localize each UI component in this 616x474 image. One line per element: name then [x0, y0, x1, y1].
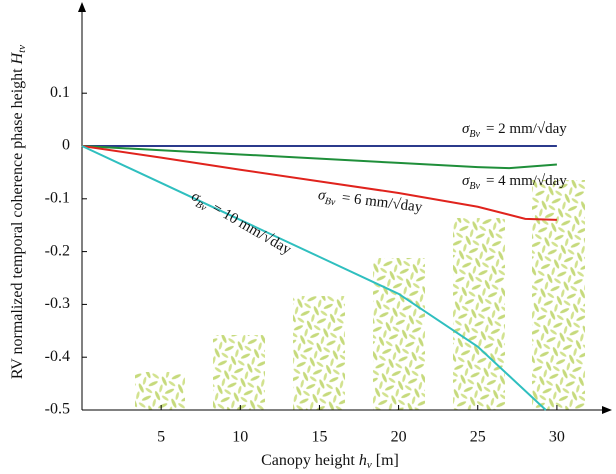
plant [135, 372, 185, 410]
y-tick-label: -0.5 [45, 401, 70, 418]
label-text: = 10 mm/√day [209, 201, 294, 259]
line-series [81, 145, 547, 411]
label-symbol: σ [317, 188, 327, 205]
line-series [81, 145, 557, 221]
plant [213, 335, 265, 410]
label-sub: Bv [469, 129, 480, 140]
x-tick-label: 30 [549, 429, 565, 446]
label-text: = 2 mm/√day [486, 121, 567, 137]
label-text: = 4 mm/√day [486, 173, 567, 189]
curve-label: σBv = 4 mm/√day [462, 173, 567, 192]
curve-label: σBv = 2 mm/√day [462, 121, 567, 140]
line-series [81, 145, 557, 170]
curve-label: σBv = 6 mm/√day [317, 188, 424, 220]
x-tick-label: 25 [470, 429, 486, 446]
y-tick-label: 0 [62, 137, 70, 154]
label-symbol: σ [462, 121, 470, 137]
y-title-var: H [9, 51, 26, 65]
y-tick-label: -0.2 [45, 242, 70, 259]
x-tick-label: 10 [232, 429, 248, 446]
y-tick-label: -0.3 [45, 295, 70, 312]
plant [453, 218, 505, 410]
y-tick-label: -0.1 [45, 189, 70, 206]
label-sub: Bv [469, 181, 480, 192]
x-tick-label: 5 [157, 429, 165, 446]
x-arrow [602, 406, 612, 414]
label-sub: Bv [324, 196, 336, 208]
x-title-text: Canopy height [261, 452, 355, 469]
plant [532, 180, 585, 410]
x-title-var: h [359, 452, 367, 469]
y-title-text: RV normalized temporal coherence phase h… [9, 68, 26, 379]
y-tick-label: -0.4 [45, 348, 70, 365]
x-tick-label: 15 [311, 429, 327, 446]
label-symbol: σ [462, 173, 470, 189]
x-title-unit: [m] [376, 452, 399, 469]
y-arrow [78, 2, 86, 12]
curve-label: σBv= 10 mm/√day [187, 189, 294, 262]
vegetation [135, 180, 585, 410]
plant [293, 296, 345, 410]
y-tick-label: 0.1 [50, 84, 70, 101]
x-title-sub: v [367, 459, 372, 471]
x-tick-label: 20 [391, 429, 407, 446]
y-axis-title: RV normalized temporal coherence phase h… [9, 45, 28, 379]
y-title-sub: tv [16, 45, 28, 53]
plant [373, 258, 425, 410]
x-axis-title: Canopy height hv [m] [261, 452, 399, 473]
